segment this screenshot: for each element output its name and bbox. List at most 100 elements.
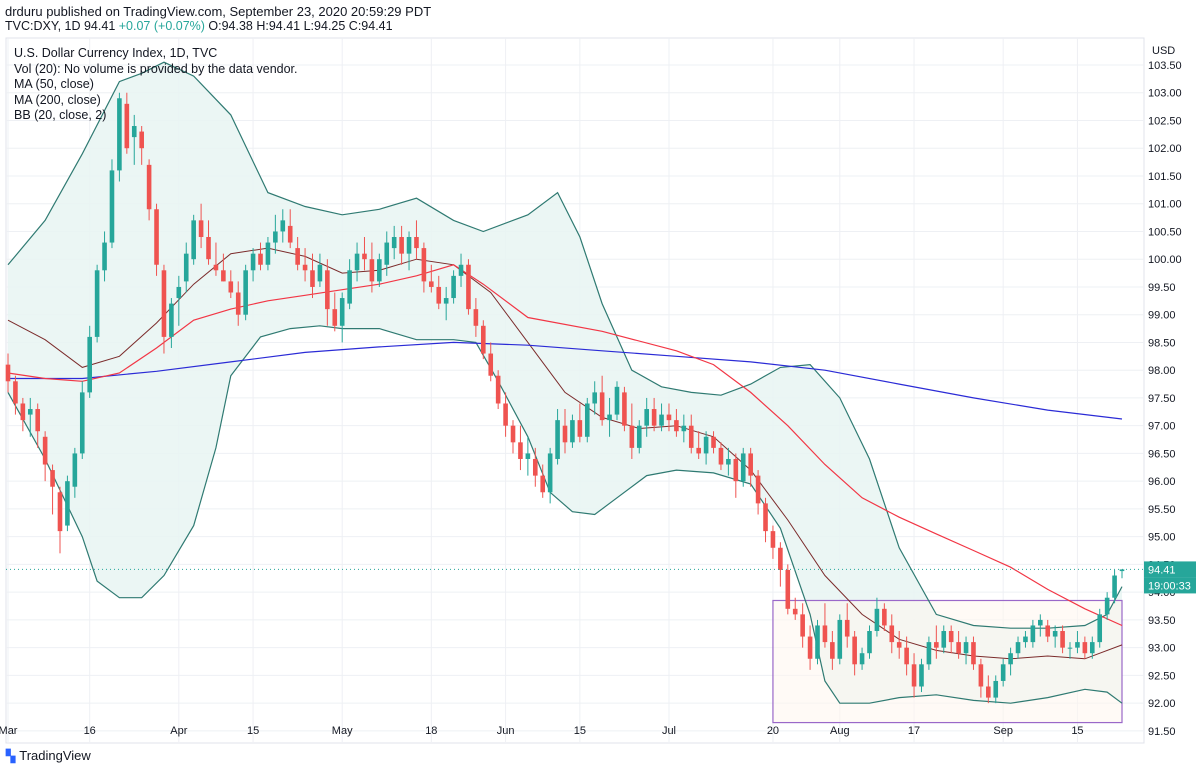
candle bbox=[1075, 631, 1080, 654]
candle bbox=[302, 248, 308, 282]
candle-body bbox=[72, 453, 78, 487]
legend-ma200[interactable]: MA (200, close) bbox=[14, 92, 101, 107]
candle bbox=[287, 209, 293, 249]
candle bbox=[629, 403, 635, 459]
time-axis[interactable]: Mar 16 Apr 15 May 18 Jun 15 Jul 20 Aug 17 Sep 15 bbox=[0, 725, 1084, 737]
candle bbox=[295, 237, 300, 271]
candle-body bbox=[35, 409, 41, 432]
candle bbox=[213, 242, 219, 276]
candle-body bbox=[228, 281, 234, 293]
candle bbox=[1038, 614, 1043, 637]
candle bbox=[347, 259, 352, 310]
candle bbox=[5, 353, 11, 393]
candle-body bbox=[198, 220, 204, 238]
candle bbox=[1112, 569, 1117, 604]
candle bbox=[332, 292, 338, 332]
candle-body bbox=[124, 103, 130, 149]
candle-body bbox=[206, 237, 211, 260]
candle bbox=[72, 447, 78, 498]
candle bbox=[763, 497, 768, 543]
candle-body bbox=[109, 170, 115, 243]
candle-body bbox=[629, 425, 635, 448]
candle bbox=[896, 631, 902, 659]
candle bbox=[874, 597, 880, 637]
candle bbox=[948, 625, 954, 654]
candle-body bbox=[146, 164, 152, 210]
legend-bb[interactable]: BB (20, close, 2) bbox=[14, 108, 107, 122]
candle bbox=[1008, 647, 1013, 676]
candle-body bbox=[1097, 614, 1103, 643]
ma50-line bbox=[7, 264, 1123, 627]
candle bbox=[911, 653, 917, 698]
candle-body bbox=[726, 458, 731, 465]
candle-body bbox=[1060, 631, 1065, 648]
legend-title[interactable]: U.S. Dollar Currency Index, 1D, TVC bbox=[14, 46, 218, 60]
candle-body bbox=[852, 636, 857, 665]
candle bbox=[228, 270, 234, 299]
candle-body bbox=[755, 475, 761, 504]
candle-body bbox=[421, 248, 427, 282]
candle bbox=[941, 625, 947, 654]
y-tick-label: 98.50 bbox=[1148, 337, 1176, 349]
candle bbox=[889, 614, 895, 654]
candle bbox=[57, 486, 63, 554]
candle bbox=[1023, 631, 1028, 648]
x-tick-label: 15 bbox=[1071, 725, 1083, 737]
candle-body bbox=[778, 547, 783, 570]
candle-body bbox=[391, 237, 397, 249]
candle bbox=[13, 375, 18, 415]
candle-body bbox=[703, 436, 709, 454]
footer-brand[interactable]: ▚ TradingView bbox=[6, 748, 91, 763]
candle-body bbox=[1015, 642, 1021, 654]
candle bbox=[993, 675, 999, 704]
candle-body bbox=[770, 531, 776, 548]
candle bbox=[822, 603, 828, 648]
legend-volume[interactable]: Vol (20): No volume is provided by the d… bbox=[14, 61, 298, 76]
candle bbox=[87, 325, 92, 398]
candle bbox=[614, 381, 620, 421]
candle-body bbox=[859, 653, 865, 665]
candle-body bbox=[555, 420, 560, 459]
candle-body bbox=[718, 447, 724, 465]
candle-body bbox=[1089, 642, 1095, 654]
candle bbox=[399, 225, 404, 265]
y-tick-label: 91.50 bbox=[1148, 726, 1176, 738]
candle-body bbox=[874, 608, 880, 632]
candle bbox=[466, 259, 471, 315]
candle bbox=[94, 264, 100, 343]
candle-body bbox=[503, 403, 508, 426]
price-axis[interactable]: 91.5092.0092.5093.0093.5094.0094.5095.00… bbox=[1148, 45, 1182, 738]
candle bbox=[258, 242, 263, 271]
candle bbox=[651, 397, 657, 432]
candle-body bbox=[822, 625, 828, 643]
publish-line: drduru published on TradingView.com, Sep… bbox=[5, 4, 432, 19]
candle-body bbox=[547, 453, 553, 493]
candle-body bbox=[844, 619, 850, 637]
y-tick-label: 102.00 bbox=[1148, 143, 1182, 155]
candle-body bbox=[525, 453, 531, 459]
x-tick-label: 18 bbox=[425, 725, 437, 737]
last-price-badge-text: 94.41 bbox=[1148, 564, 1176, 576]
candle bbox=[584, 397, 590, 443]
candle-body bbox=[963, 642, 969, 654]
candle-body bbox=[688, 425, 694, 448]
candle bbox=[1030, 619, 1036, 648]
y-tick-label: 96.00 bbox=[1148, 476, 1176, 488]
plot-frame bbox=[5, 37, 1145, 744]
candle-body bbox=[993, 680, 999, 698]
candle-body bbox=[1052, 631, 1058, 637]
legend-ma50[interactable]: MA (50, close) bbox=[14, 77, 94, 91]
candle bbox=[250, 248, 256, 282]
candle bbox=[659, 403, 664, 432]
candle-body bbox=[481, 325, 486, 354]
candle-body bbox=[384, 242, 390, 265]
candle-body bbox=[235, 292, 241, 315]
candle bbox=[354, 242, 360, 282]
candle-body bbox=[302, 264, 308, 271]
candle bbox=[785, 564, 791, 615]
candle bbox=[540, 464, 546, 498]
indicator-legend: U.S. Dollar Currency Index, 1D, TVC Vol … bbox=[14, 46, 298, 124]
candle-body bbox=[532, 458, 538, 476]
candle-body bbox=[488, 353, 494, 376]
